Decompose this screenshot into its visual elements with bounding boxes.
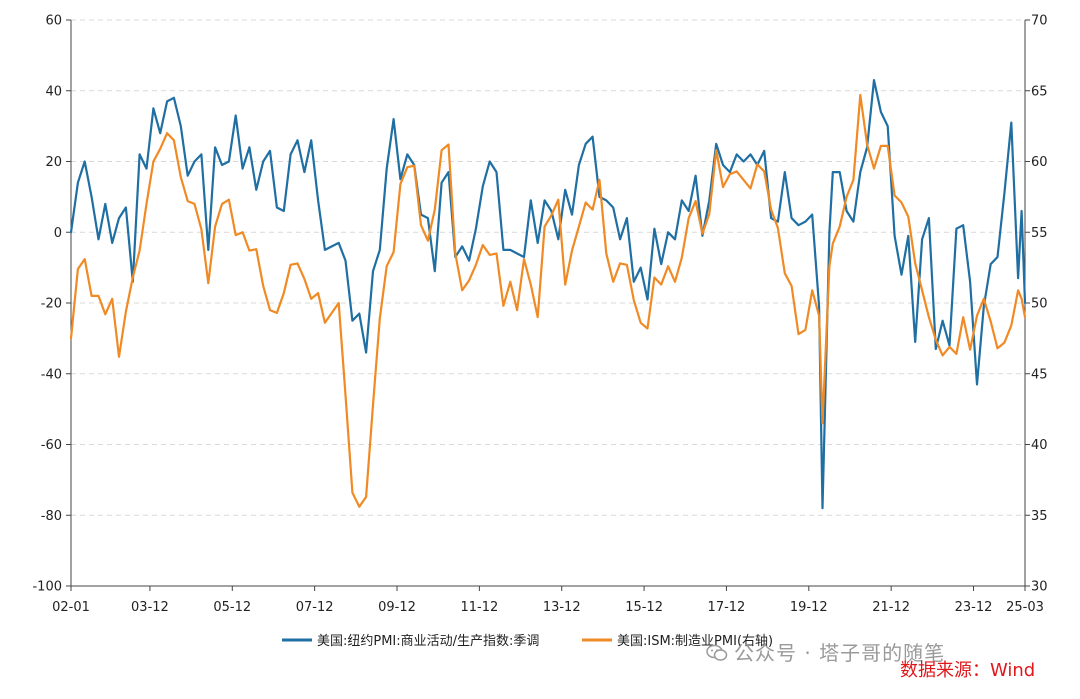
x-tick-label: 17-12 [708,600,746,615]
y-right-tick-label: 50 [1031,297,1048,312]
y-left-tick-label: -100 [32,580,62,595]
x-tick-label: 15-12 [625,600,663,615]
x-tick-label: 05-12 [213,600,251,615]
data-source: 数据来源：Wind [900,660,1036,681]
wechat-icon [706,644,728,661]
y-left-tick-label: 60 [45,14,62,29]
x-tick-label: 09-12 [378,600,416,615]
x-tick-label: 19-12 [790,600,828,615]
series-line-1 [69,78,1027,510]
x-tick-label: 07-12 [296,600,334,615]
watermark-text: 公众号 · 塔子哥的随笔 [734,641,946,665]
y-left-tick-label: -40 [41,367,62,382]
watermark: 公众号 · 塔子哥的随笔 [706,637,945,666]
x-tick-label: 02-01 [52,600,90,615]
y-right-tick-label: 55 [1031,226,1048,241]
legend-label-2: 美国:ISM:制造业PMI(右轴) [617,634,773,649]
y-right-tick-label: 70 [1031,14,1048,29]
x-tick-label: 21-12 [872,600,910,615]
y-right-tick-label: 65 [1031,84,1048,99]
y-left-tick-label: -60 [41,438,62,453]
y-left-tick-label: 40 [45,84,62,99]
x-tick-label: 23-12 [955,600,993,615]
y-left-tick-label: -20 [41,297,62,312]
y-left-tick-label: 0 [54,226,62,241]
y-right-tick-label: 35 [1031,509,1048,524]
series-line-2 [69,93,1027,508]
y-right-tick-label: 40 [1031,438,1048,453]
x-tick-label: 25-03 [1006,600,1044,615]
y-right-tick-label: 45 [1031,367,1048,382]
y-left-tick-label: -80 [41,509,62,524]
y-right-tick-label: 30 [1031,580,1048,595]
y-left-tick-label: 20 [45,155,62,170]
x-tick-label: 11-12 [460,600,498,615]
legend-label-1: 美国:纽约PMI:商业活动/生产指数:季调 [317,634,539,649]
x-tick-label: 03-12 [131,600,169,615]
y-right-tick-label: 60 [1031,155,1048,170]
x-tick-label: 13-12 [543,600,581,615]
